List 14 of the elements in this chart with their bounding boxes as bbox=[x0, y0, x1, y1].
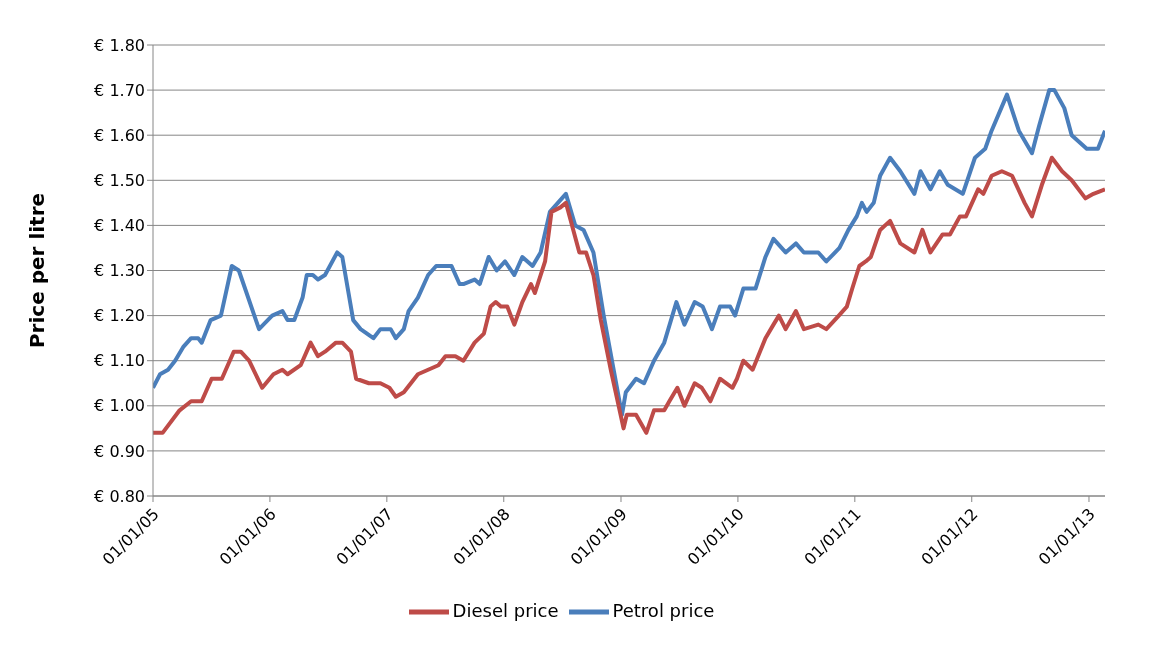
y-tick-label: € 1.80 bbox=[94, 35, 145, 55]
y-axis-title: Price per litre bbox=[25, 192, 50, 349]
y-tick-label: € 1.70 bbox=[94, 80, 145, 100]
y-tick-label: € 1.50 bbox=[94, 170, 145, 190]
y-tick-label: € 1.10 bbox=[94, 351, 145, 371]
y-tick-label: € 1.60 bbox=[94, 125, 145, 145]
y-tick-label: € 0.90 bbox=[94, 441, 145, 461]
legend-label: Petrol price bbox=[612, 600, 715, 621]
y-tick-label: € 1.20 bbox=[94, 306, 145, 326]
y-tick-label: € 1.40 bbox=[94, 216, 145, 236]
y-tick-label: € 0.80 bbox=[94, 486, 145, 506]
y-tick-label: € 1.30 bbox=[94, 261, 145, 281]
legend-label: Diesel price bbox=[452, 600, 559, 621]
y-tick-label: € 1.00 bbox=[94, 396, 145, 416]
